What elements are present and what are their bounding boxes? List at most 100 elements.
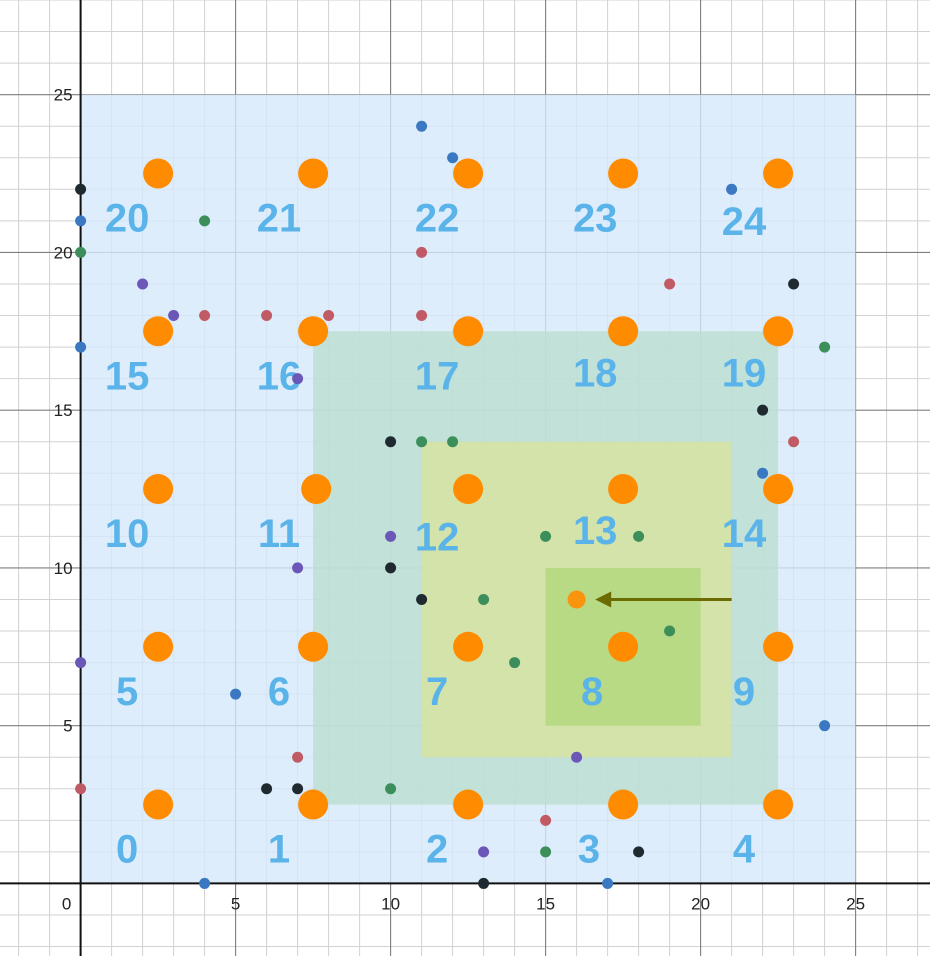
- data-point: [416, 310, 428, 322]
- cell-center-marker: [143, 789, 174, 820]
- x-tick-label: 15: [536, 894, 555, 913]
- cell-center-marker: [143, 474, 174, 505]
- cell-label: 13: [573, 509, 618, 553]
- data-point: [726, 183, 738, 195]
- cell-center-marker: [608, 789, 639, 820]
- data-point: [75, 183, 87, 195]
- cell-center-marker: [453, 631, 484, 662]
- cell-label: 10: [105, 512, 150, 556]
- cell-label: 15: [105, 354, 150, 398]
- cell-label: 8: [581, 670, 603, 714]
- cell-label: 21: [257, 197, 302, 241]
- cell-center-marker: [608, 631, 639, 662]
- data-point: [137, 278, 149, 290]
- data-point: [292, 562, 304, 574]
- data-point: [292, 751, 304, 763]
- cell-label: 1: [268, 828, 290, 872]
- data-point: [664, 278, 676, 290]
- cell-center-marker: [298, 158, 329, 189]
- cell-center-marker: [143, 158, 174, 189]
- data-point: [540, 814, 552, 826]
- cell-center-marker: [763, 789, 794, 820]
- query-overlay: [567, 590, 732, 609]
- data-point: [385, 562, 397, 574]
- data-point: [478, 877, 490, 889]
- cell-centers: [143, 158, 794, 820]
- data-point: [416, 593, 428, 605]
- cell-center-marker: [298, 631, 329, 662]
- y-tick-label: 15: [54, 401, 73, 420]
- x-tick-label: 20: [691, 894, 710, 913]
- data-point: [385, 783, 397, 795]
- cell-label: 11: [258, 512, 300, 556]
- cell-center-marker: [453, 158, 484, 189]
- cell-label: 14: [722, 512, 767, 556]
- cell-label: 9: [733, 670, 755, 714]
- data-point: [602, 877, 614, 889]
- data-point: [478, 846, 490, 858]
- data-point: [75, 783, 87, 795]
- cell-label: 7: [426, 670, 448, 714]
- data-point: [509, 657, 521, 669]
- cell-label: 20: [105, 197, 150, 241]
- data-point: [168, 310, 180, 322]
- data-point: [788, 278, 800, 290]
- data-point: [540, 846, 552, 858]
- arrow-head: [595, 591, 612, 608]
- cell-label: 6: [268, 670, 290, 714]
- data-point: [261, 783, 273, 795]
- data-point: [788, 436, 800, 448]
- cell-label: 0: [116, 828, 138, 872]
- data-point: [416, 436, 428, 448]
- x-tick-label: 5: [231, 894, 240, 913]
- cell-label: 24: [722, 200, 767, 244]
- data-point: [261, 310, 273, 322]
- cell-label: 17: [415, 354, 460, 398]
- cell-center-marker: [608, 158, 639, 189]
- data-point: [633, 846, 645, 858]
- data-point: [385, 436, 397, 448]
- cell-center-marker: [453, 474, 484, 505]
- data-point: [416, 246, 428, 258]
- data-point: [416, 120, 428, 132]
- data-points: [75, 120, 831, 889]
- cell-center-marker: [763, 631, 794, 662]
- data-point: [75, 246, 87, 258]
- cell-label: 23: [573, 197, 618, 241]
- data-point: [478, 593, 490, 605]
- data-point: [757, 467, 769, 479]
- cell-center-marker: [453, 316, 484, 347]
- data-point: [540, 530, 552, 542]
- data-point: [199, 310, 211, 322]
- cell-label: 3: [578, 828, 600, 872]
- shaded-regions: [80, 94, 856, 884]
- query-point: [567, 590, 586, 609]
- cell-center-marker: [453, 789, 484, 820]
- data-point: [447, 436, 459, 448]
- data-point: [447, 152, 459, 164]
- cell-label: 18: [573, 351, 618, 395]
- data-point: [292, 783, 304, 795]
- cell-center-marker: [608, 474, 639, 505]
- x-tick-label: 10: [381, 894, 400, 913]
- cell-label: 19: [722, 351, 767, 395]
- data-point: [292, 373, 304, 385]
- cell-center-marker: [143, 631, 174, 662]
- cell-label: 2: [426, 828, 448, 872]
- data-point: [199, 877, 211, 889]
- cell-center-marker: [763, 158, 794, 189]
- data-point: [571, 751, 583, 763]
- data-point: [75, 657, 87, 669]
- x-tick-label: 25: [846, 894, 865, 913]
- cell-label: 22: [415, 197, 460, 241]
- data-point: [75, 341, 87, 353]
- data-point: [757, 404, 769, 416]
- data-point: [819, 720, 831, 732]
- data-point: [633, 530, 645, 542]
- cell-center-marker: [763, 316, 794, 347]
- data-point: [75, 215, 87, 227]
